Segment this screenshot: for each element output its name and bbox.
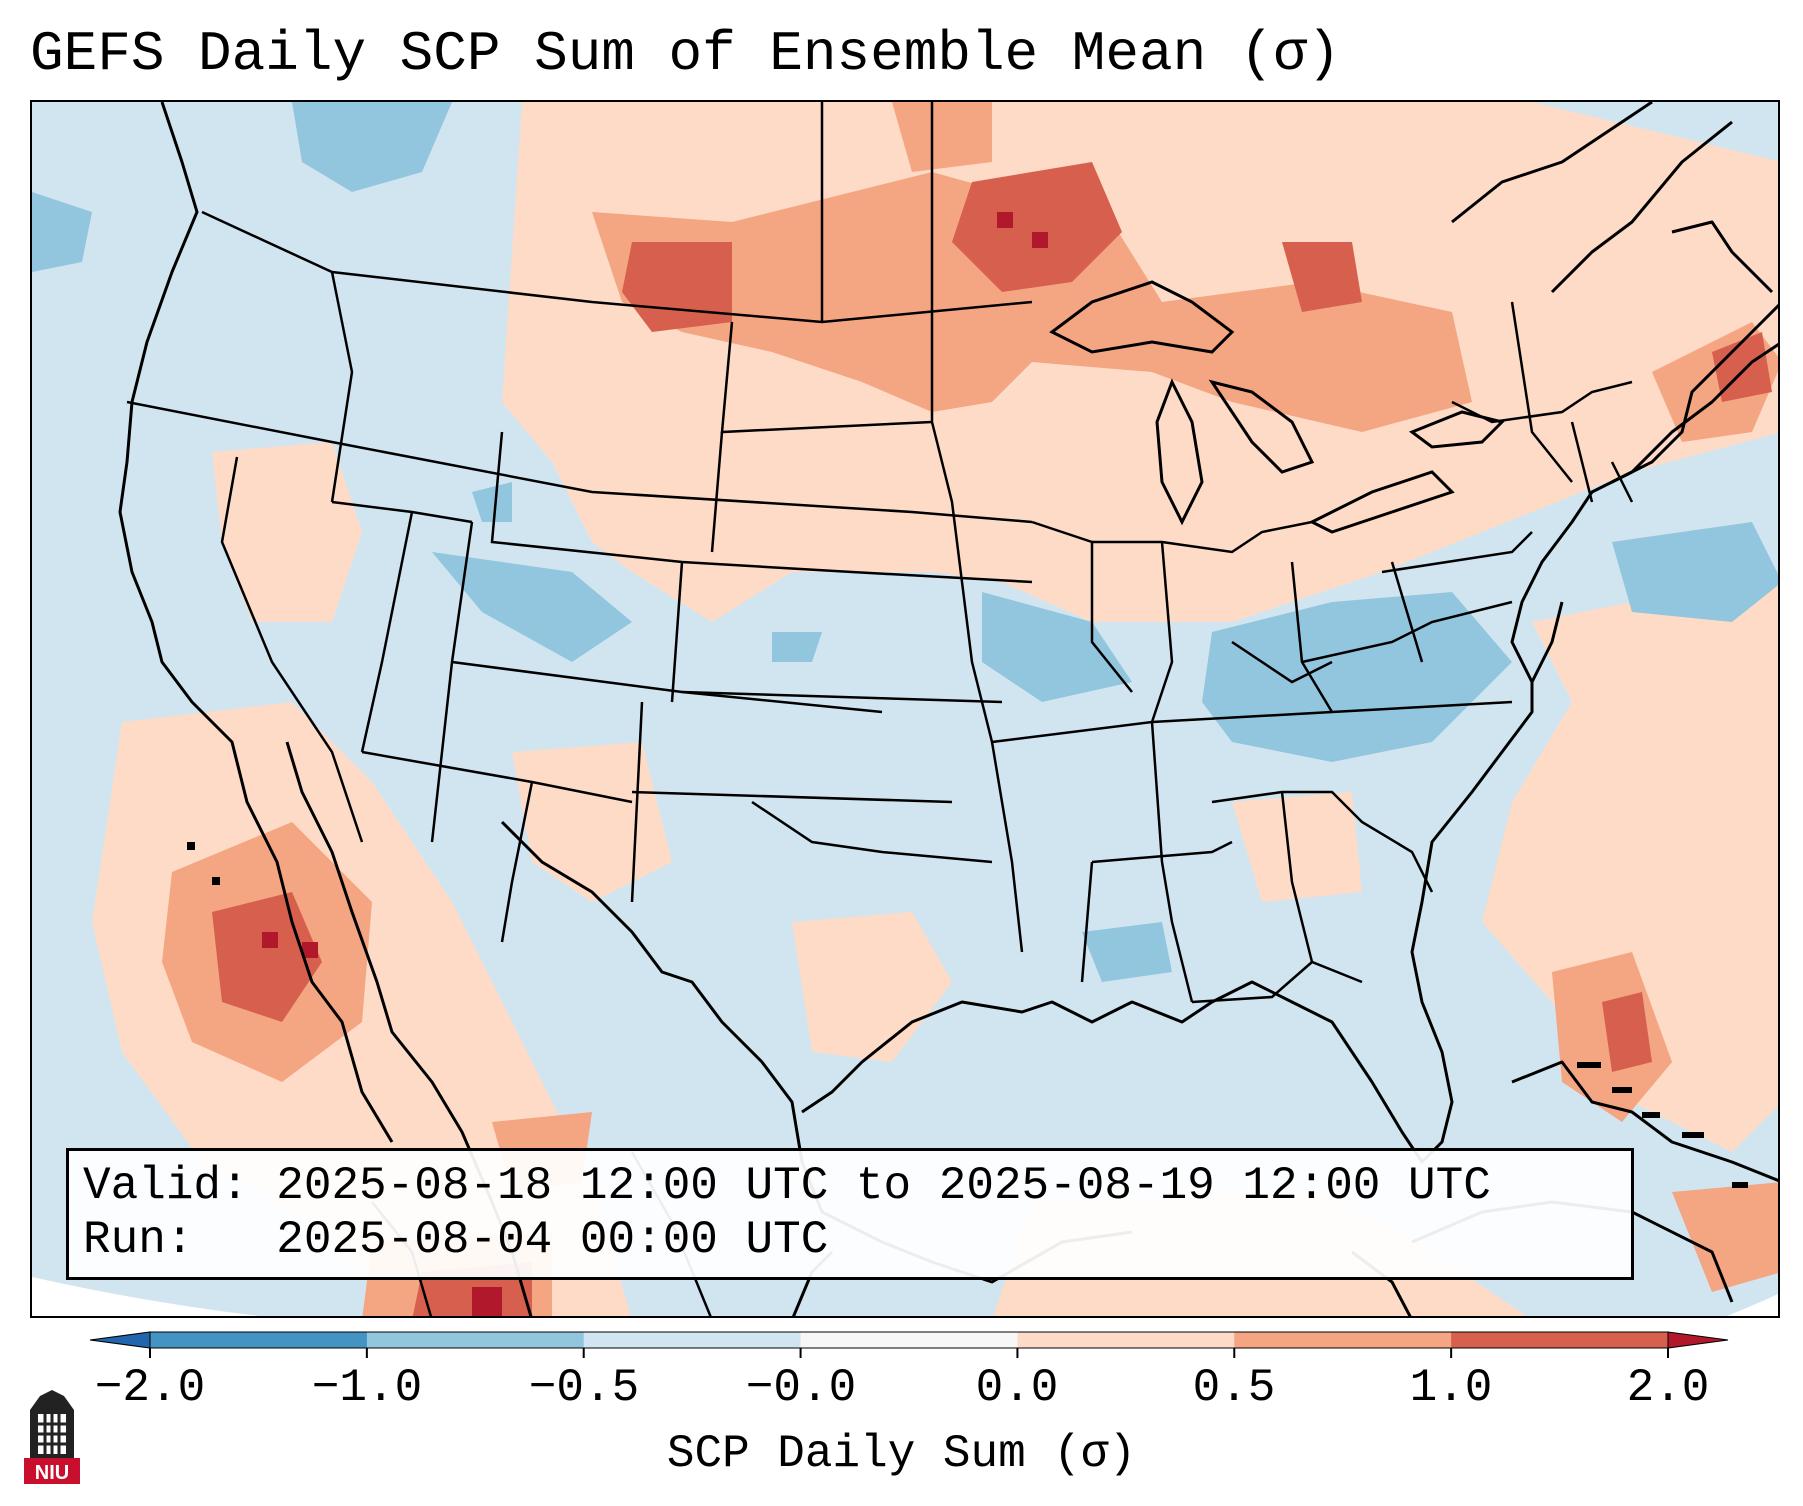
colorbar-tick-label: −2.0 [94, 1362, 206, 1414]
off-projection-area [32, 1277, 259, 1316]
colorbar-extend-high [1667, 1331, 1729, 1349]
scp-map [30, 100, 1780, 1318]
colorbar-segment [800, 1332, 1018, 1348]
colorbar-extend-low [89, 1331, 151, 1349]
colorbar-label: SCP Daily Sum (σ) [666, 1428, 1137, 1480]
run-time-line: Run: 2025-08-04 00:00 UTC [83, 1214, 829, 1266]
anomaly-positive-max [262, 212, 1048, 1316]
colorbar-tick-label: 1.0 [1409, 1362, 1493, 1414]
page-title: GEFS Daily SCP Sum of Ensemble Mean (σ) [30, 22, 1341, 86]
colorbar-segment [583, 1332, 802, 1348]
colorbar-segment [150, 1332, 368, 1348]
valid-time-line: Valid: 2025-08-18 12:00 UTC to 2025-08-1… [83, 1160, 1491, 1212]
niu-logo-text: NIU [35, 1462, 69, 1484]
colorbar-tick-label: 2.0 [1626, 1362, 1710, 1414]
valid-run-infobox: Valid: 2025-08-18 12:00 UTC to 2025-08-1… [66, 1148, 1634, 1280]
colorbar-segment [1234, 1332, 1452, 1348]
colorbar-tick-label: 0.0 [975, 1362, 1059, 1414]
colorbar-segment [1451, 1332, 1669, 1348]
islands [187, 842, 1748, 1188]
anomaly-negative [32, 102, 1778, 982]
off-projection-area-right [1726, 1293, 1778, 1316]
colorbar-tick-label: −0.0 [745, 1362, 857, 1414]
colorbar-tick-label: 0.5 [1192, 1362, 1276, 1414]
colorbar-tick-label: −0.5 [528, 1362, 640, 1414]
colorbar-segment [1017, 1332, 1235, 1348]
colorbar-tick-label: −1.0 [311, 1362, 423, 1414]
niu-logo-icon: NIU [24, 1390, 80, 1484]
colorbar-frame [149, 1331, 1669, 1349]
great-lakes [1049, 280, 1505, 534]
colorbar [89, 1331, 1729, 1358]
colorbar-segment [366, 1332, 585, 1348]
